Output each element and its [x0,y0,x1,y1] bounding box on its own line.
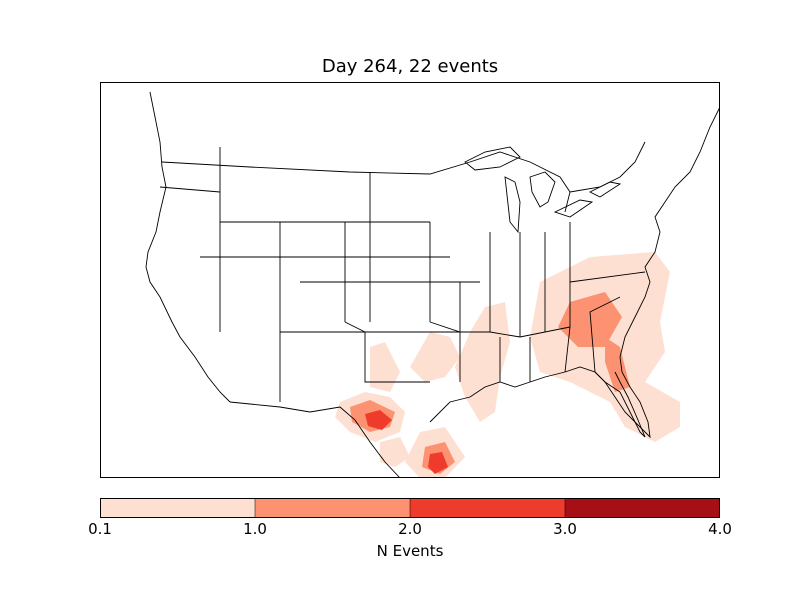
map-border [100,82,720,478]
map-panel [100,82,720,478]
colorbar-label: N Events [376,542,444,560]
colorbar [100,498,720,518]
colorbar-tick: 4.0 [708,520,732,538]
event-area-high [365,410,448,474]
colorbar-bin [565,498,720,518]
event-area-low [335,252,680,478]
colorbar-bin [255,498,410,518]
colorbar-bin [410,498,565,518]
map-title: Day 264, 22 events [321,56,499,77]
colorbar-tick: 1.0 [243,520,267,538]
colorbar-bin [100,498,255,518]
colorbar-tick: 2.0 [398,520,422,538]
colorbar-tick: 0.1 [88,520,112,538]
colorbar-tick: 3.0 [553,520,577,538]
